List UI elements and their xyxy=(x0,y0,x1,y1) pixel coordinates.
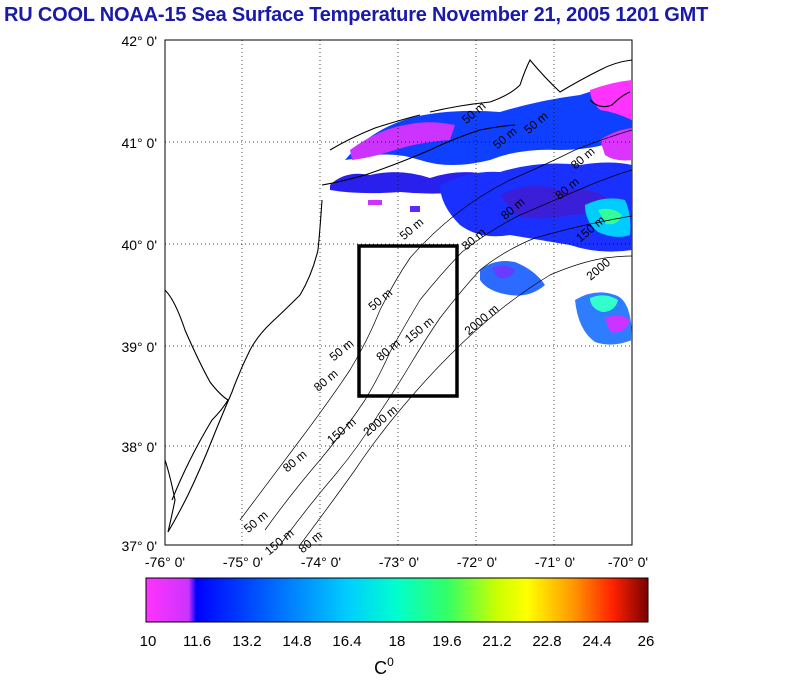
unit-superscript: 0 xyxy=(387,655,394,669)
lat-label-42: 42° 0' xyxy=(121,33,157,49)
cbar-label-19.6: 19.6 xyxy=(432,633,461,650)
sst-data-layer xyxy=(330,80,632,345)
coastline xyxy=(165,59,632,533)
lat-label-39: 39° 0' xyxy=(121,339,157,355)
cbar-label-16.4: 16.4 xyxy=(332,633,361,650)
cbar-label-13.2: 13.2 xyxy=(232,633,261,650)
cbar-label-22.8: 22.8 xyxy=(532,633,561,650)
bathymetry-contours xyxy=(239,129,632,545)
cbar-label-18: 18 xyxy=(389,633,406,650)
color-bar-unit: C0 xyxy=(374,655,394,678)
lon-label-76: -76° 0' xyxy=(145,554,185,570)
map-title: RU COOL NOAA-15 Sea Surface Temperature … xyxy=(4,4,709,26)
lat-label-41: 41° 0' xyxy=(121,135,157,151)
cbar-label-21.2: 21.2 xyxy=(482,633,511,650)
cbar-label-11.6: 11.6 xyxy=(183,633,211,650)
cbar-label-26: 26 xyxy=(638,633,655,650)
graticule xyxy=(165,40,632,545)
sst-patch-cold xyxy=(605,315,630,333)
lon-label-70: -70° 0' xyxy=(608,554,648,570)
cbar-label-14.8: 14.8 xyxy=(282,633,311,650)
sst-blip xyxy=(410,206,420,212)
sst-patch-cold xyxy=(590,80,632,120)
color-bar-labels: 10 11.6 13.2 14.8 16.4 18 19.6 21.2 22.8… xyxy=(140,633,655,650)
sst-patch-cold xyxy=(600,128,632,161)
sst-patch-cold xyxy=(350,122,455,160)
longitude-labels: -76° 0' -75° 0' -74° 0' -73° 0' -72° 0' … xyxy=(145,554,648,570)
latitude-labels: 42° 0' 41° 0' 40° 0' 39° 0' 38° 0' 37° 0… xyxy=(121,33,157,554)
sst-patch-warm xyxy=(598,208,622,225)
cbar-label-24.4: 24.4 xyxy=(582,633,611,650)
study-area-box xyxy=(357,244,459,398)
color-bar xyxy=(145,577,649,623)
sst-patch xyxy=(500,186,610,219)
sst-patch-warm xyxy=(590,295,618,312)
cbar-label-10: 10 xyxy=(140,633,157,650)
lon-label-73: -73° 0' xyxy=(379,554,419,570)
lon-label-75: -75° 0' xyxy=(223,554,263,570)
lon-label-72: -72° 0' xyxy=(457,554,497,570)
lat-label-38: 38° 0' xyxy=(121,439,157,455)
lon-label-74: -74° 0' xyxy=(301,554,341,570)
sst-blip xyxy=(368,200,382,205)
lat-label-37: 37° 0' xyxy=(121,538,157,554)
lon-label-71: -71° 0' xyxy=(535,554,575,570)
unit-text: C xyxy=(374,658,387,678)
lat-label-40: 40° 0' xyxy=(121,237,157,253)
sst-patch xyxy=(492,265,515,279)
